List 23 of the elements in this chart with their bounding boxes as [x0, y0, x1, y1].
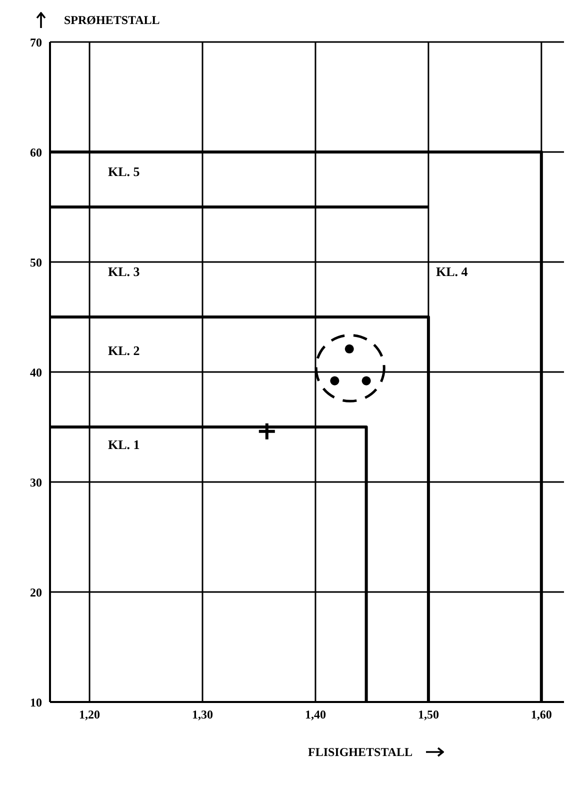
- annotation: KL. 2: [108, 343, 140, 359]
- y-tick-label: 20: [30, 585, 42, 600]
- x-tick-label: 1,20: [79, 708, 100, 722]
- x-tick-label: 1,60: [530, 708, 552, 722]
- x-tick-label: 1,30: [192, 708, 214, 722]
- y-tick-label: 10: [30, 695, 42, 710]
- y-tick-label: 70: [30, 35, 42, 50]
- point: [344, 344, 354, 354]
- point: [362, 376, 371, 386]
- annotation: KL. 1: [108, 437, 140, 453]
- y-tick-label: 40: [30, 365, 42, 380]
- point: [257, 422, 276, 441]
- x-tick-label: 1,40: [304, 708, 326, 722]
- y-axis-title: SPRØHETSTALL: [64, 12, 160, 28]
- y-tick-label: 50: [30, 255, 42, 270]
- x-axis-title: FLISIGHETSTALL: [308, 744, 412, 760]
- annotation: KL. 5: [108, 164, 140, 180]
- annotation: KL. 3: [108, 264, 140, 280]
- y-tick-label: 60: [30, 145, 42, 160]
- point: [330, 376, 340, 386]
- x-tick-label: 1,50: [418, 708, 439, 722]
- y-tick-label: 30: [30, 475, 42, 490]
- annotation: KL. 4: [436, 264, 468, 280]
